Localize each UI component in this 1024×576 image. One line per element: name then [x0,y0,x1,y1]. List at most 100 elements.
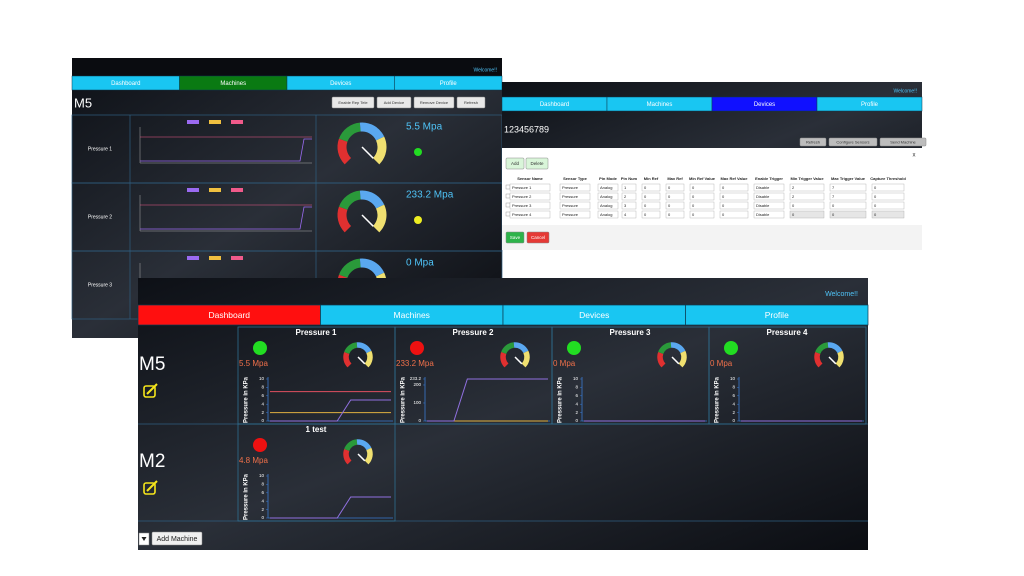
chart-line [140,138,312,162]
row-checkbox[interactable] [505,211,511,217]
table-input[interactable] [621,192,637,201]
table-input[interactable] [871,210,905,219]
row-checkbox[interactable] [505,193,511,199]
table-input[interactable] [789,210,825,219]
table-input[interactable] [789,201,825,210]
table-input[interactable] [641,192,661,201]
close-button[interactable]: x [913,153,916,159]
table-input[interactable] [641,201,661,210]
table-input[interactable] [665,201,685,210]
table-cell: 0 [692,212,695,217]
table-input[interactable] [509,192,551,201]
save-button[interactable] [505,231,525,244]
table-input[interactable] [753,192,785,201]
y-axis-label: Pressure in KPa [244,473,250,520]
toolbar-button[interactable] [331,96,375,109]
row-checkbox[interactable] [505,202,511,208]
table-input[interactable] [753,183,785,192]
machine-name: M5 [139,354,165,375]
sensor-name: Pressure 3 [610,328,651,337]
table-input[interactable] [829,210,867,219]
table-input[interactable] [753,210,785,219]
gauge-needle [357,356,366,365]
nav-tab[interactable] [685,304,869,326]
y-tick-label: 8 [261,385,264,390]
table-input[interactable] [509,183,551,192]
toolbar-button[interactable] [456,96,486,109]
table-input[interactable] [789,192,825,201]
row-checkbox[interactable] [505,184,511,190]
table-input[interactable] [871,183,905,192]
table-input[interactable] [621,201,637,210]
edit-icon-pen[interactable] [146,480,158,492]
table-input[interactable] [829,183,867,192]
table-input[interactable] [665,183,685,192]
status-dot [410,341,424,355]
gauge-needle [828,356,837,365]
table-input[interactable] [665,192,685,201]
edit-icon-pen[interactable] [146,383,158,395]
table-input[interactable] [509,201,551,210]
gauge-arc [364,447,373,465]
sensor-name: Pressure 4 [767,328,808,337]
table-input[interactable] [559,183,591,192]
nav-tab-label: Machines [647,102,673,108]
table-input[interactable] [665,210,685,219]
table-input[interactable] [789,183,825,192]
y-tick-label: 2 [261,410,264,415]
gauge-arc [338,258,361,279]
table-input[interactable] [641,210,661,219]
toolbar-button[interactable] [376,96,412,109]
y-tick-label: 200 [413,382,421,387]
table-input[interactable] [689,201,715,210]
add-button[interactable] [505,157,525,170]
legend-swatch [231,188,243,192]
table-input[interactable] [559,210,591,219]
delete-button[interactable] [525,157,549,170]
sensor-name: Pressure 3 [88,282,112,288]
table-cell: 0 [874,212,877,217]
table-input[interactable] [597,210,619,219]
table-input[interactable] [829,192,867,201]
gauge-needle [514,356,523,365]
table-input[interactable] [559,192,591,201]
table-cell: 0 [722,185,725,190]
table-cell: 0 [668,203,671,208]
y-tick-label: 6 [261,393,264,398]
table-input[interactable] [753,201,785,210]
device-id: 123456789 [504,124,549,134]
table-input[interactable] [689,210,715,219]
table-input[interactable] [641,183,661,192]
table-input[interactable] [689,192,715,201]
toolbar-button[interactable] [413,96,455,109]
table-input[interactable] [597,183,619,192]
edit-icon[interactable] [143,385,156,398]
gauge-arc [835,350,844,368]
table-input[interactable] [871,201,905,210]
gauge-arc [338,190,361,211]
table-input[interactable] [829,201,867,210]
table-input[interactable] [559,201,591,210]
table-input[interactable] [719,183,749,192]
toolbar-button[interactable] [879,137,927,147]
table-input[interactable] [509,210,551,219]
y-tick-label: 4 [261,401,264,406]
table-input[interactable] [597,201,619,210]
table-input[interactable] [719,201,749,210]
table-input[interactable] [719,192,749,201]
nav-tab-label: Profile [765,310,789,320]
table-input[interactable] [621,210,637,219]
toolbar-button[interactable] [799,137,827,147]
table-input[interactable] [689,183,715,192]
table-input[interactable] [719,210,749,219]
sensor-value: 0 Mpa [406,258,434,269]
table-input[interactable] [621,183,637,192]
table-input[interactable] [597,192,619,201]
edit-icon[interactable] [143,482,156,495]
toolbar-button[interactable] [828,137,878,147]
cancel-button[interactable] [526,231,550,244]
save-button-label: Save [510,235,521,240]
nav-tab[interactable] [816,96,923,112]
add-machine-button[interactable] [151,531,203,546]
table-input[interactable] [871,192,905,201]
